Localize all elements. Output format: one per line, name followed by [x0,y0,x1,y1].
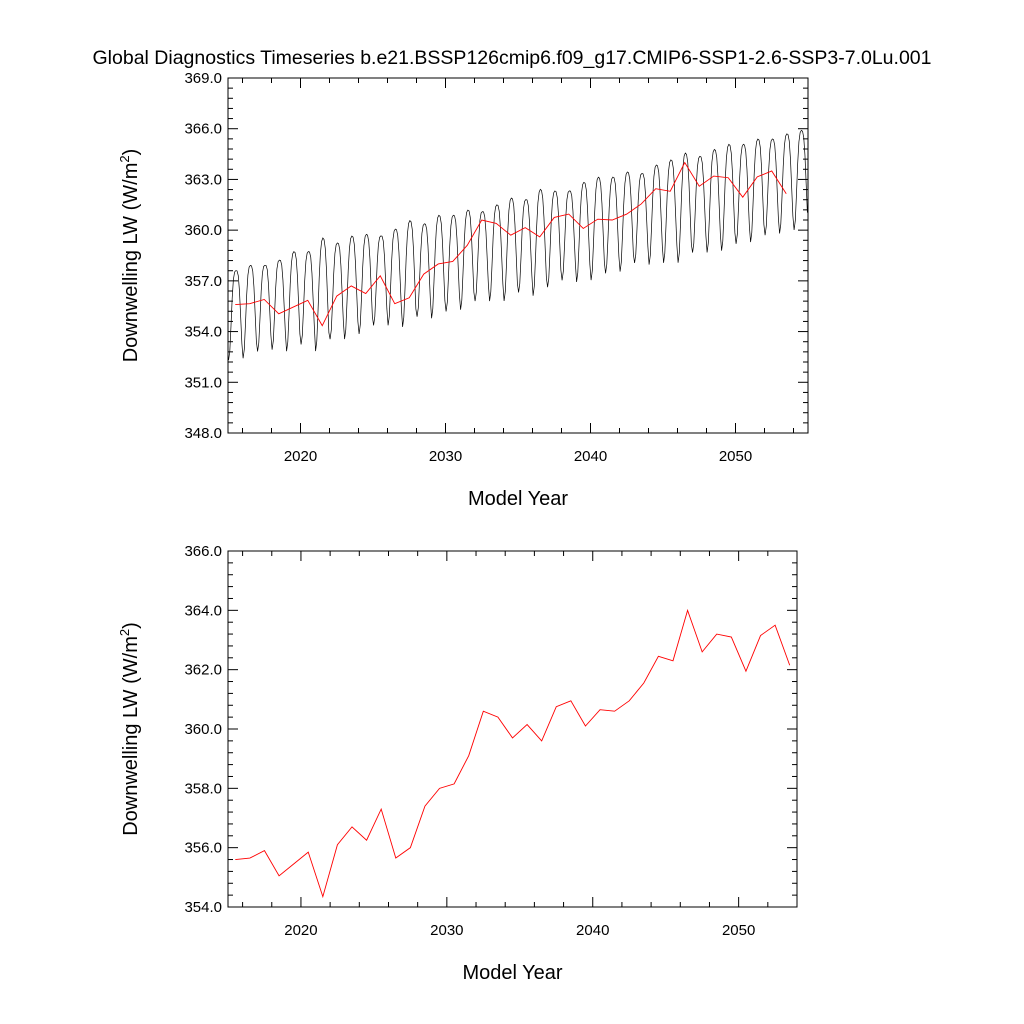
y-tick-label: 354.0 [184,324,222,341]
y-tick-label: 360.0 [184,222,222,239]
top-panel: 2020 2030 2040 2050 348.0 351.0 354.0 357.0 360.… [117,70,809,510]
y-axis-label-superscript: 2 [117,155,132,162]
y-axis-label: Downwelling LW (W/m2) [117,622,142,836]
y-axis-label-text: Downwelling LW (W/m [120,163,142,363]
y-tick-label: 356.0 [184,840,222,857]
x-tick-label: 2050 [719,448,752,465]
x-tick-label: 2030 [430,922,463,939]
annual-mean-series-line [235,608,791,899]
x-axis-label: Model Year [468,488,568,510]
plot-frame [227,77,809,434]
x-tick-label: 2050 [722,922,755,939]
x-tick-label: 2040 [576,922,609,939]
chart-title: Global Diagnostics Timeseries b.e21.BSSP… [93,47,932,69]
y-tick-label: 366.0 [184,543,222,560]
y-axis-label-superscript: 2 [117,629,132,636]
y-tick-label: 357.0 [184,273,222,290]
x-tick-label: 2040 [574,448,607,465]
y-tick-label: 363.0 [184,171,222,188]
y-axis-label-text: Downwelling LW (W/m [120,636,142,836]
y-axis-label-close: ) [120,622,142,629]
x-axis-label: Model Year [462,962,562,984]
y-axis-label: Downwelling LW (W/m2) [117,149,142,363]
y-tick-label: 366.0 [184,121,222,138]
y-tick-label: 354.0 [184,899,222,916]
y-tick-label: 362.0 [184,662,222,679]
monthly-series-line [228,129,808,361]
x-tick-label: 2020 [284,448,317,465]
y-tick-label: 358.0 [184,780,222,797]
y-axis-label-close: ) [120,149,142,156]
y-tick-label: 348.0 [184,425,222,442]
y-tick-label: 351.0 [184,374,222,391]
y-tick-label: 369.0 [184,70,222,87]
x-tick-label: 2020 [284,922,317,939]
y-tick-label: 364.0 [184,602,222,619]
bottom-panel: 2020 2030 2040 2050 354.0 356.0 358.0 360.0 362.… [117,543,798,984]
y-tick-label: 360.0 [184,721,222,738]
x-tick-label: 2030 [429,448,462,465]
annual-mean-series-line [235,161,787,327]
plot-frame [227,550,798,908]
